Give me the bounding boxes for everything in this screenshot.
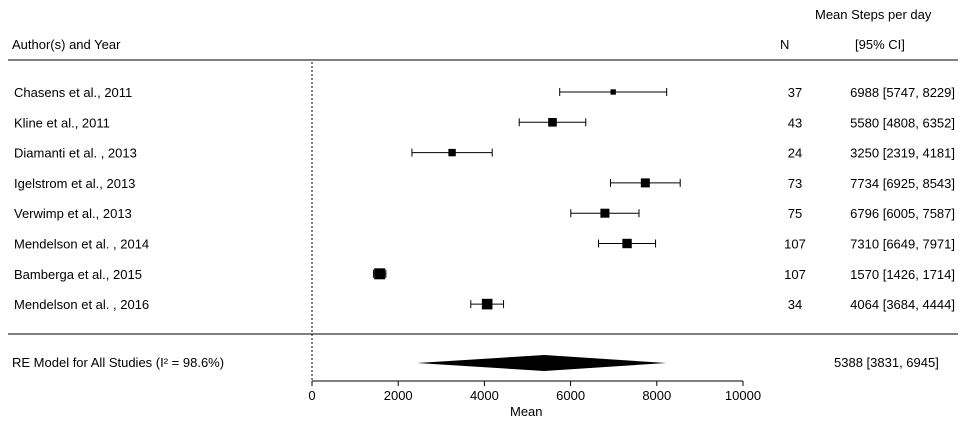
n-value: 75 (788, 206, 802, 221)
summary-diamond (417, 355, 667, 371)
x-tick-label: 4000 (470, 388, 499, 403)
estimate-ci: 1570 [1426, 1714] (850, 267, 955, 282)
summary-label: RE Model for All Studies (I² = 98.6%) (12, 355, 225, 370)
estimate-ci: 3250 [2319, 4181] (850, 146, 955, 161)
study-label: Mendelson et al. , 2016 (14, 297, 149, 312)
study-row: Mendelson et al. , 2014 107 7310 [6649, 79… (14, 237, 955, 252)
n-value: 107 (784, 267, 806, 282)
study-label: Mendelson et al. , 2014 (14, 237, 149, 252)
n-value: 34 (788, 297, 802, 312)
n-value: 37 (788, 85, 802, 100)
x-tick-label: 6000 (556, 388, 585, 403)
study-row: Verwimp et al., 2013 75 6796 [6005, 7587] (14, 206, 955, 221)
estimate-ci: 6796 [6005, 7587] (850, 206, 955, 221)
point-estimate (600, 208, 610, 218)
estimate-ci: 5580 [4808, 6352] (850, 115, 955, 130)
study-row: Chasens et al., 2011 37 6988 [5747, 8229] (14, 85, 955, 100)
study-row: Mendelson et al. , 2016 34 4064 [3684, 444… (14, 297, 955, 312)
estimate-header-line2: [95% CI] (855, 37, 905, 52)
n-column-header: N (780, 37, 790, 52)
study-row: Diamanti et al. , 2013 24 3250 [2319, 4181… (14, 146, 955, 161)
summary-estimate: 5388 [3831, 6945] (834, 355, 939, 370)
n-value: 107 (784, 237, 806, 252)
study-label: Diamanti et al. , 2013 (14, 146, 137, 161)
point-estimate (481, 298, 493, 310)
estimate-header-line1: Mean Steps per day (815, 7, 932, 22)
point-estimate (610, 89, 616, 95)
estimate-ci: 4064 [3684, 4444] (850, 297, 955, 312)
estimate-ci: 7734 [6925, 8543] (850, 176, 955, 191)
n-value: 73 (788, 176, 802, 191)
study-row: Bamberga et al., 2015 107 1570 [1426, 1714… (14, 267, 955, 282)
study-row: Igelstrom et al., 2013 73 7734 [6925, 8543… (14, 176, 955, 191)
study-label: Kline et al., 2011 (14, 115, 110, 130)
study-row: Kline et al., 2011 43 5580 [4808, 6352] (14, 115, 955, 130)
estimate-ci: 6988 [5747, 8229] (850, 85, 955, 100)
x-tick-label: 0 (308, 388, 315, 403)
point-estimate (448, 148, 456, 157)
study-column-header: Author(s) and Year (12, 37, 121, 52)
study-label: Chasens et al., 2011 (14, 85, 132, 100)
x-tick-label: 10000 (725, 388, 761, 403)
point-estimate (374, 268, 386, 280)
study-label: Igelstrom et al., 2013 (14, 176, 135, 191)
n-value: 43 (788, 115, 802, 130)
study-label: Bamberga et al., 2015 (14, 267, 142, 282)
n-value: 24 (788, 146, 802, 161)
point-estimate (548, 118, 557, 127)
point-estimate (622, 238, 632, 249)
estimate-ci: 7310 [6649, 7971] (850, 237, 955, 252)
x-axis-label: Mean (510, 404, 543, 419)
x-tick-label: 2000 (384, 388, 413, 403)
point-estimate (640, 178, 650, 188)
study-label: Verwimp et al., 2013 (14, 206, 132, 221)
x-tick-label: 8000 (642, 388, 671, 403)
